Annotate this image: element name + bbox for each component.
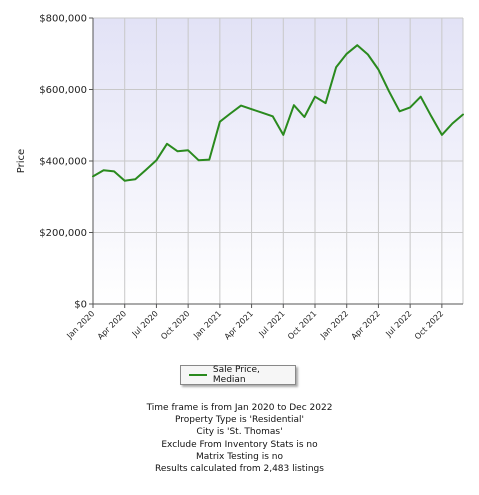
y-axis-label: Price: [16, 149, 27, 173]
x-tick-label: Jan 2020: [64, 309, 96, 341]
y-tick-label: $800,000: [39, 14, 87, 25]
x-tick-label: Oct 2022: [413, 309, 445, 341]
legend-label: Sale Price, Median: [212, 365, 260, 385]
x-tick-label: Jul 2020: [130, 309, 160, 339]
x-axis-ticks: Jan 2020 Apr 2020 Jul 2020 Oct 2020 Jan 2021…: [64, 304, 445, 341]
note-time-frame: Time frame is from Jan 2020 to Dec 2022: [146, 403, 333, 413]
y-tick-label: $200,000: [39, 228, 87, 239]
series-line-sale-price-median: [92, 44, 464, 182]
note-city: City is 'St. Thomas': [196, 427, 283, 438]
x-tick-label: Apr 2022: [349, 309, 381, 341]
series-layer: [92, 44, 464, 182]
legend[interactable]: Sale Price, Median: [180, 365, 296, 385]
x-tick-label: Jan 2021: [191, 309, 223, 341]
grid-lines: [92, 17, 463, 304]
x-tick-label: Jul 2021: [257, 309, 287, 339]
line-chart: $0 $200,000 $400,000 $600,000 $800,000 Jan 2…: [16, 14, 464, 341]
y-tick-label: $600,000: [39, 85, 87, 96]
search-criteria-notes: Time frame is from Jan 2020 to Dec 2022 …: [0, 402, 479, 475]
y-axis-ticks: $0 $200,000 $400,000 $600,000 $800,000: [39, 14, 93, 311]
x-tick-label: Oct 2021: [286, 309, 318, 341]
x-tick-label: Jan 2022: [318, 309, 350, 341]
x-tick-label: Apr 2021: [223, 309, 255, 341]
note-matrix-testing: Matrix Testing is no: [196, 451, 283, 462]
y-tick-label: $400,000: [39, 157, 87, 168]
note-exclude-inventory: Exclude From Inventory Stats is no: [161, 439, 318, 450]
note-property-type: Property Type is 'Residential': [174, 415, 305, 426]
y-tick-label: $0: [74, 300, 87, 311]
x-tick-label: Apr 2020: [96, 309, 128, 341]
x-tick-label: Oct 2020: [159, 309, 191, 341]
legend-swatch-line: [189, 374, 207, 376]
note-results-count: Results calculated from 2,483 listings: [155, 464, 324, 475]
x-tick-label: Jul 2022: [383, 309, 413, 339]
